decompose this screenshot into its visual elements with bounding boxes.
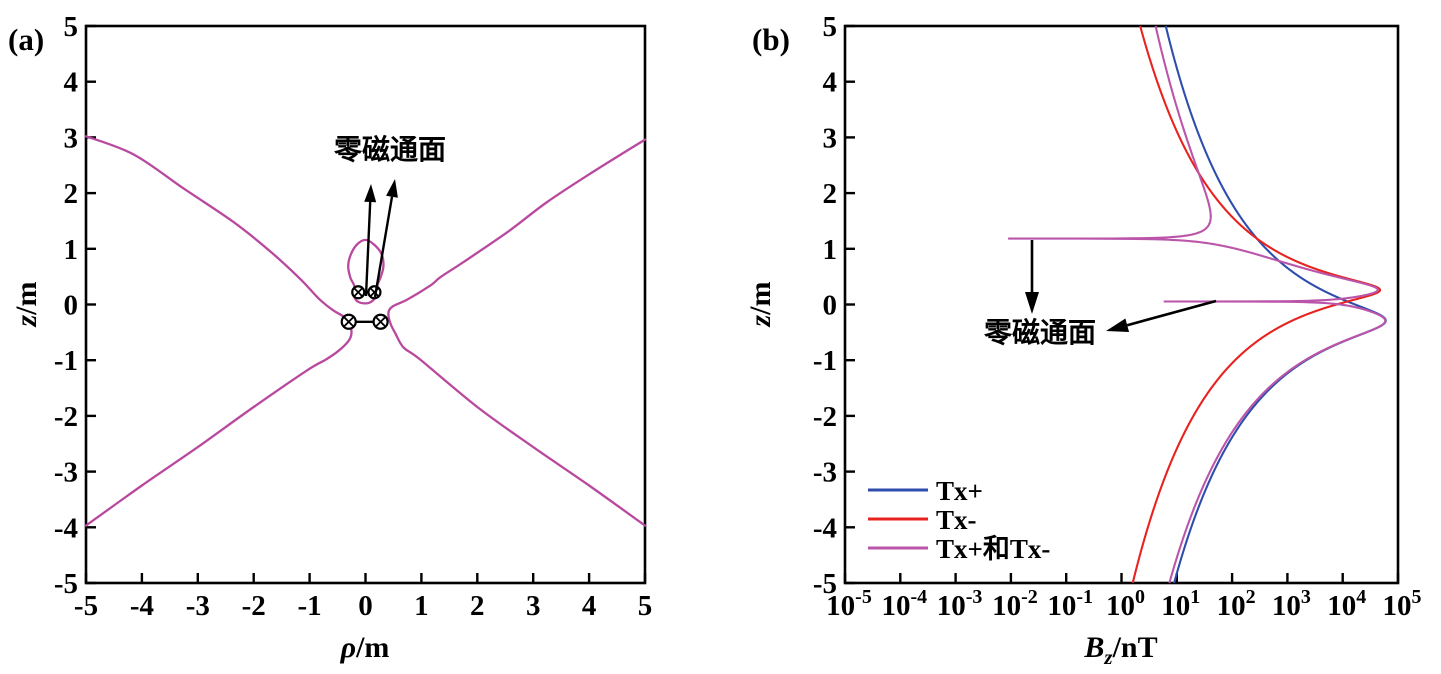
b-y-tick-label: 3 [823, 122, 838, 154]
a-x-tick-label: -1 [298, 590, 322, 622]
panel-b-zero-flux-annotation: 零磁通面 [984, 317, 1096, 349]
a-y-tick-label: -5 [54, 568, 78, 600]
panel-b-chart-layer: 10-5 10-4 10-3 10-2 10-1 100 101 102 103 104 105-5… [813, 11, 1422, 622]
panel-b-yaxis-title: z/m [744, 281, 777, 327]
panel-b-label: (b) [752, 22, 790, 57]
legend-label-tx-minus: Tx- [936, 505, 977, 535]
panel-b-frame [843, 24, 1400, 585]
b-x-tick-label: 104 [1327, 586, 1366, 622]
legend-label-tx-both: Tx+和Tx- [936, 534, 1050, 564]
a-annotation-arrow-1-head [386, 179, 398, 198]
b-x-tick-label: 100 [1106, 586, 1145, 622]
b-x-tick-label: 10-1 [1047, 586, 1093, 622]
a-x-tick-label: -4 [130, 590, 154, 622]
a-x-tick-label: 0 [358, 590, 373, 622]
b-y-tick-label: 0 [823, 290, 838, 322]
b-y-tick-label: -4 [813, 512, 837, 544]
b-x-tick-label: 10-5 [826, 586, 872, 622]
b-annotation-arrow-0-head [1025, 292, 1039, 314]
panel-a-yaxis-title: z/m [10, 281, 43, 327]
b-y-tick-label: -5 [813, 568, 837, 600]
zero-flux-cone-left-curve [84, 135, 353, 527]
b-y-tick-label: -1 [813, 345, 837, 377]
panel-a-chart-layer: -5 -4 -3 -2 -1 0 1 2 3 4 5 -5 -4 -3 -2 -1 0 1 2 3 4 5 [54, 11, 652, 622]
a-y-tick-label: 4 [64, 67, 79, 99]
a-y-tick-label: -2 [54, 401, 78, 433]
a-x-tick-label: 3 [526, 590, 541, 622]
a-x-tick-label: 5 [638, 590, 653, 622]
a-y-tick-label: 3 [64, 122, 79, 154]
a-x-tick-label: 1 [414, 590, 429, 622]
a-x-tick-label: 2 [470, 590, 485, 622]
b-y-tick-label: 5 [823, 11, 838, 43]
a-annotation-arrow-1-line [373, 196, 394, 298]
b-y-tick-label: 4 [823, 67, 838, 99]
b-annotation-arrow-1-head [1106, 318, 1130, 332]
a-y-tick-label: -3 [54, 457, 78, 489]
a-y-tick-label: 1 [64, 234, 79, 266]
b-annotation-arrow-1-line [1126, 299, 1217, 327]
zero-flux-loop-curve [347, 238, 385, 305]
panel-b-xaxis-title: Bz/nT [1083, 631, 1157, 669]
a-y-tick-label: 0 [64, 290, 79, 322]
b-x-tick-label: 101 [1161, 586, 1200, 622]
panel-a-label: (a) [8, 22, 44, 57]
a-x-tick-label: -3 [186, 590, 210, 622]
b-x-tick-label: 102 [1217, 586, 1256, 622]
a-y-tick-label: -4 [54, 512, 78, 544]
a-x-tick-label: 4 [582, 590, 597, 622]
zero-flux-cone-right-curve [387, 138, 647, 527]
panel-b-legend: Tx+ Tx- Tx+和Tx- [936, 476, 1050, 564]
b-y-tick-label: -2 [813, 401, 837, 433]
a-y-tick-label: 5 [64, 11, 79, 43]
legend-label-tx-plus: Tx+ [936, 476, 983, 506]
lower-coil-marker-icon [372, 313, 389, 330]
b-y-tick-label: 2 [823, 178, 838, 210]
b-x-tick-label: 10-3 [937, 586, 983, 622]
tx-plus-curve [1164, 25, 1387, 584]
panel-a-xaxis-title: ρ/m [340, 631, 390, 664]
a-x-tick-label: -5 [74, 590, 98, 622]
a-annotation-arrow-0-line [364, 201, 372, 297]
a-annotation-arrow-0-head [364, 184, 377, 203]
b-x-tick-label: 105 [1383, 586, 1422, 622]
b-y-tick-label: 1 [823, 234, 838, 266]
panel-a-zero-flux-annotation: 零磁通面 [334, 134, 446, 166]
a-y-tick-label: 2 [64, 178, 79, 210]
lower-coil-marker-icon [340, 313, 357, 330]
upper-coil-marker-icon [351, 285, 366, 300]
b-x-tick-label: 10-2 [992, 586, 1038, 622]
tx-sum-curve [1008, 25, 1387, 584]
b-x-tick-label: 103 [1272, 586, 1311, 622]
b-y-tick-label: -3 [813, 457, 837, 489]
b-x-tick-label: 10-4 [881, 586, 927, 622]
a-x-tick-label: -2 [242, 590, 266, 622]
a-y-tick-label: -1 [54, 345, 78, 377]
